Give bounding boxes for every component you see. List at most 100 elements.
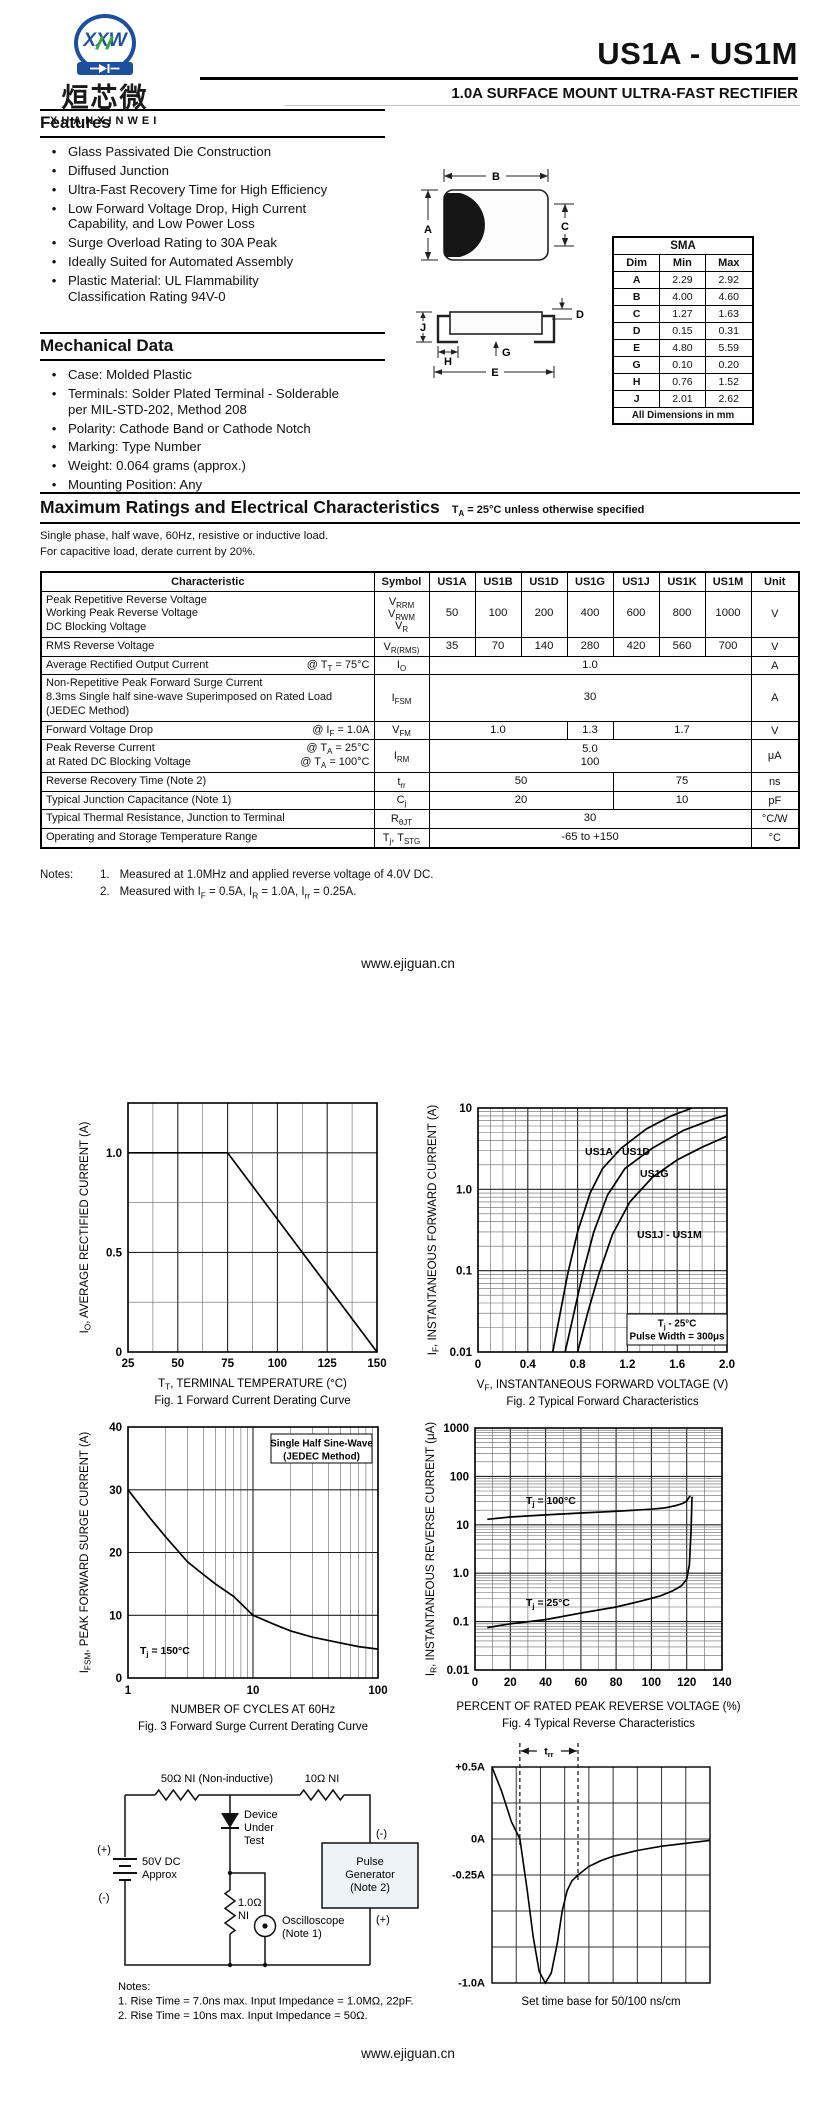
package-dim-row: A 2.29 2.92 xyxy=(612,271,754,289)
svg-text:(Note 2): (Note 2) xyxy=(350,1882,390,1894)
y-tick-label: 20 xyxy=(109,1548,122,1560)
series-curve xyxy=(487,1496,693,1629)
recovery-waveform xyxy=(491,1766,711,1985)
bullet-item: • Weight: 0.064 grams (approx.) xyxy=(40,458,385,474)
x-tick-label: 150 xyxy=(367,1358,386,1370)
x-tick-label: 140 xyxy=(712,1677,731,1689)
bullet-icon: • xyxy=(51,439,57,455)
dim-label-J: J xyxy=(420,322,426,334)
bullet-item: • Surge Overload Rating to 30A Peak xyxy=(40,235,385,251)
x-tick-label: 20 xyxy=(504,1677,517,1689)
package-dim-row: D 0.15 0.31 xyxy=(612,322,754,340)
annotation-text: Tj​ = 150°C xyxy=(140,1645,190,1659)
y-tick-label: 0.01 xyxy=(450,1347,473,1359)
mechanical-data-list: • Case: Molded Plastic • Terminals: Solder … xyxy=(40,367,385,493)
logo-monogram: XXW xyxy=(83,30,127,51)
x-axis-label: VF​, INSTANTANEOUS FORWARD VOLTAGE (V) xyxy=(477,1379,729,1393)
bullet-item: • Glass Passivated Die Construction xyxy=(40,144,385,160)
ratings-intro: Single phase, half wave, 60Hz, resistive… xyxy=(40,529,800,561)
x-tick-label: 1.2 xyxy=(619,1359,635,1371)
ratings-notes: Notes: 1. Measured at 1.0MHz and applied … xyxy=(40,867,800,902)
dim-label-G: G xyxy=(502,347,511,359)
svg-text:(+): (+) xyxy=(97,1844,111,1856)
package-dim-row: B 4.00 4.60 xyxy=(612,288,754,306)
svg-text:Device: Device xyxy=(244,1809,278,1821)
ratings-note: 2. Measured with IF = 0.5A, IR = 1.0A, Ir… xyxy=(100,886,357,901)
x-tick-label: 0.4 xyxy=(520,1359,537,1371)
svg-text:NI: NI xyxy=(238,1910,249,1922)
bullet-icon: • xyxy=(51,272,57,288)
y-tick-label: 0 xyxy=(116,1673,122,1685)
x-axis-label: TT​, TERMINAL TEMPERATURE (°C) xyxy=(158,1378,347,1392)
bullet-icon: • xyxy=(51,477,57,493)
annotation-text: Pulse Width = 300μs xyxy=(630,1332,725,1343)
website-link-bottom[interactable]: www.ejiguan.cn xyxy=(361,2046,455,2061)
sma-title-row: SMA xyxy=(612,236,754,255)
x-tick-label: 0 xyxy=(475,1359,481,1371)
y-tick-label: -0.25A xyxy=(452,1870,485,1882)
x-tick-label: 100 xyxy=(642,1677,661,1689)
y-axis-label: IR​, INSTANTANEOUS REVERSE CURRENT (μA) xyxy=(425,1422,439,1676)
logo-chinese-name: 烜芯微 xyxy=(61,83,149,113)
package-dim-row: E 4.80 5.59 xyxy=(612,339,754,357)
bullet-item: • Low Forward Voltage Drop, High Current C… xyxy=(40,201,385,233)
trr-test-circuit-diagram: 50Ω NI (Non-inductive) 10Ω NI (+) (-) 50V DC… xyxy=(60,1765,440,2035)
fig2-typical-forward-characteristics-chart: US1A - US1D US1G US1J - US1M 0 0.4 0.8 1.2 1.6 2… xyxy=(400,1075,800,1415)
series-label: US1A - US1D xyxy=(585,1146,650,1158)
ratings-note: 1. Measured at 1.0MHz and applied reverse… xyxy=(100,868,434,881)
page-subtitle: 1.0A SURFACE MOUNT ULTRA-FAST RECTIFIER xyxy=(451,85,798,102)
page-title: US1A - US1M xyxy=(597,36,798,71)
y-tick-label: 1.0 xyxy=(106,1148,122,1160)
circuit-svg: 50Ω NI (Non-inductive) 10Ω NI (+) (-) 50V DC… xyxy=(97,1773,419,2022)
figure-caption: Set time base for 50/100 ns/cm xyxy=(521,1996,680,2008)
package-dim-row: C 1.27 1.63 xyxy=(612,305,754,323)
package-dim-row: H 0.76 1.52 xyxy=(612,373,754,391)
ratings-header-row: Characteristic Symbol US1A US1B US1D US1G US1J… xyxy=(40,571,800,592)
figure-caption: Fig. 3 Forward Surge Current Derating Cu… xyxy=(138,1721,368,1733)
ratings-row: Operating and Storage Temperature Range T… xyxy=(40,828,800,849)
ratings-title-note: TA = 25°C unless otherwise specified xyxy=(451,504,645,519)
y-axis-label: IF​, INSTANTANEOUS FORWARD CURRENT (A) xyxy=(427,1105,441,1356)
subtitle-rule xyxy=(285,105,800,106)
y-axis-label: IO​, AVERAGE RECTIFIED CURRENT (A) xyxy=(79,1121,93,1333)
x-tick-label: 1 xyxy=(125,1685,132,1697)
ratings-row: Typical Junction Capacitance (Note 1) Cj 2… xyxy=(40,790,800,811)
svg-text:Test: Test xyxy=(244,1835,264,1847)
ratings-table-container: Characteristic Symbol US1A US1B US1D US1G US1J… xyxy=(40,570,800,849)
series-curve xyxy=(551,1107,693,1353)
y-tick-label: 0.1 xyxy=(456,1266,473,1278)
website-link-mid[interactable]: www.ejiguan.cn xyxy=(361,956,455,971)
bullet-icon: • xyxy=(51,181,57,197)
bullet-item: • Diffused Junction xyxy=(40,163,385,179)
series-label: US1J - US1M xyxy=(637,1229,702,1241)
annotation-text: Tj​ - 25°C xyxy=(658,1319,697,1332)
y-axis-label: IFSM​, PEAK FORWARD SURGE CURRENT (A) xyxy=(79,1432,93,1674)
x-tick-label: 40 xyxy=(539,1677,552,1689)
figure-caption: Fig. 1 Forward Current Derating Curve xyxy=(154,1395,350,1407)
fig4-svg: Tj​ = 100°C Tj​ = 25°C 0 20 40 60 80 100 120 140 0… xyxy=(425,1422,741,1730)
svg-text:Approx: Approx xyxy=(142,1869,177,1881)
svg-text:Notes:: Notes: xyxy=(118,1981,150,1993)
x-tick-label: 60 xyxy=(575,1677,588,1689)
x-tick-label: 0 xyxy=(472,1677,478,1689)
bullet-item: • Ultra-Fast Recovery Time for High Effic… xyxy=(40,182,385,198)
ratings-row: RMS Reverse Voltage VR(RMS) 35 70 140 280 420 5… xyxy=(40,636,800,657)
ratings-intro-line: For capacitive load, derate current by 2… xyxy=(40,545,256,558)
cathode-band xyxy=(444,193,485,257)
series-curve xyxy=(576,1135,728,1353)
svg-text:Pulse: Pulse xyxy=(356,1856,384,1868)
package-dim-row: G 0.10 0.20 xyxy=(612,356,754,374)
notes-label: Notes: xyxy=(40,868,74,881)
ratings-row: Typical Thermal Resistance, Junction to … xyxy=(40,809,800,830)
trr-annotation: trr​ xyxy=(544,1746,553,1760)
svg-text:(+): (+) xyxy=(376,1914,390,1926)
x-tick-label: 10 xyxy=(247,1685,260,1697)
waveform-svg: +0.5A 0A -0.25A -1.0A trr​ Set time base for … xyxy=(452,1743,711,2008)
bullet-icon: • xyxy=(51,144,57,159)
y-tick-label: 100 xyxy=(450,1471,469,1483)
ratings-row: Average Rectified Output Current @ TT = 7… xyxy=(40,655,800,676)
svg-text:Oscilloscope: Oscilloscope xyxy=(282,1915,344,1927)
fig4-typical-reverse-characteristics-chart: Tj​ = 100°C Tj​ = 25°C 0 20 40 60 80 100 120 140 0… xyxy=(400,1420,800,1760)
